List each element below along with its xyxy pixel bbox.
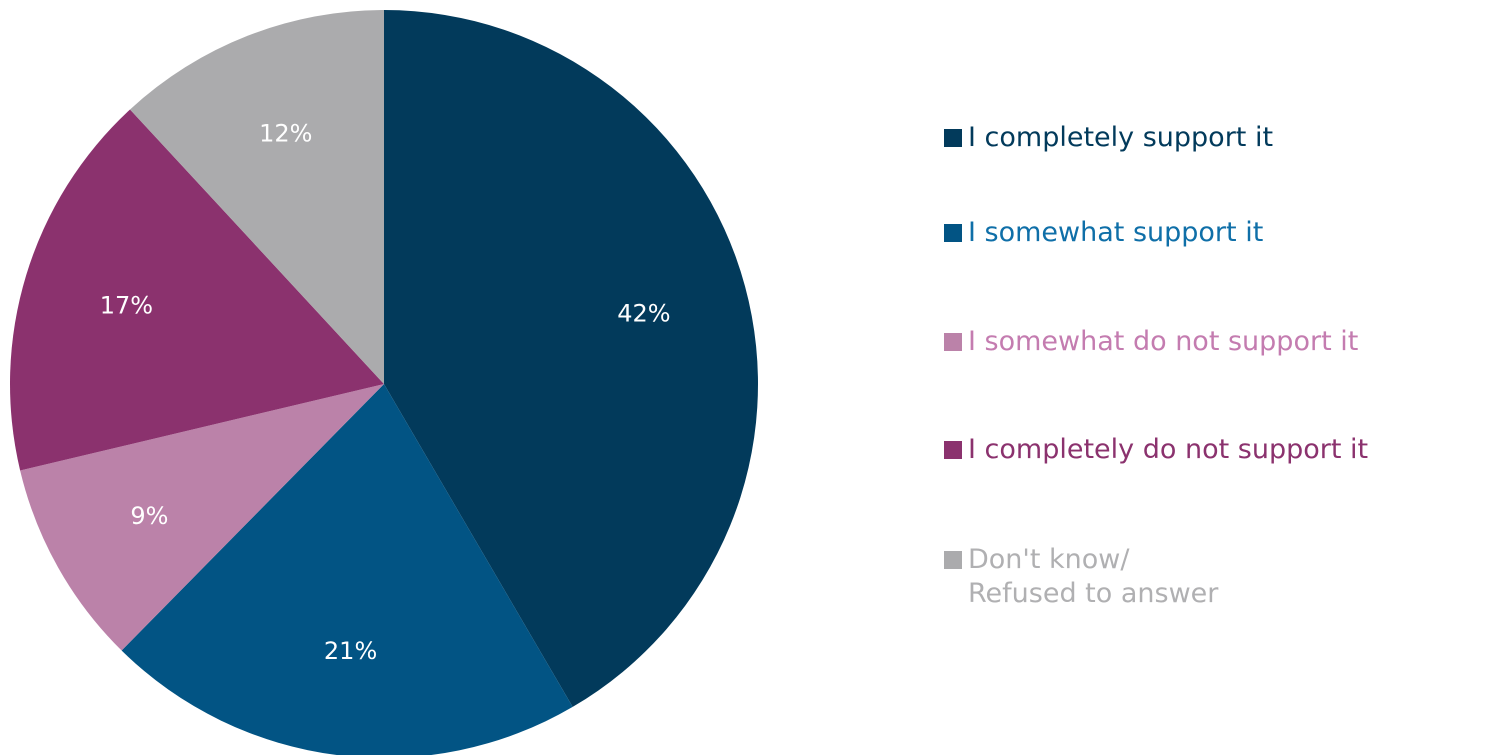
legend-item-i-completely-do-not-support-it: I completely do not support it (944, 433, 1368, 467)
legend-swatch (944, 333, 962, 351)
legend-item-don-t-know-refused-to-answer: Don't know/ Refused to answer (944, 543, 1218, 611)
legend-swatch (944, 224, 962, 242)
pie-slice-i-somewhat-support-it (121, 384, 573, 755)
data-label-i-completely-support-it: 42% (617, 300, 670, 328)
legend-item-i-somewhat-do-not-support-it: I somewhat do not support it (944, 325, 1358, 359)
legend-label: I completely do not support it (968, 434, 1369, 465)
pie-slice-i-completely-support-it (384, 10, 758, 707)
pie-slice-i-somewhat-do-not-support-it (20, 384, 385, 651)
legend-label: Don't know/ Refused to answer (968, 544, 1219, 609)
data-label-i-completely-do-not-support-it: 17% (100, 292, 153, 320)
pie-chart: 42% 21% 9% 17% 12% (9, 10, 758, 755)
legend-item-i-completely-support-it: I completely support it (944, 121, 1273, 155)
legend-swatch (944, 551, 962, 569)
data-label-i-somewhat-do-not-support-it: 9% (130, 502, 168, 530)
legend-swatch (944, 129, 962, 147)
data-label-don-t-know-refused-to-answer: 12% (259, 119, 312, 147)
legend-swatch (944, 441, 962, 459)
pie-slice-i-completely-do-not-support-it (9, 109, 384, 471)
legend-item-i-somewhat-support-it: I somewhat support it (944, 216, 1263, 250)
legend-label: I somewhat do not support it (968, 326, 1359, 357)
data-label-i-somewhat-support-it: 21% (324, 637, 377, 665)
pie-slice-don-t-know-refused-to-answer (130, 10, 384, 384)
legend-label: I somewhat support it (968, 217, 1264, 248)
legend-label: I completely support it (968, 122, 1274, 153)
